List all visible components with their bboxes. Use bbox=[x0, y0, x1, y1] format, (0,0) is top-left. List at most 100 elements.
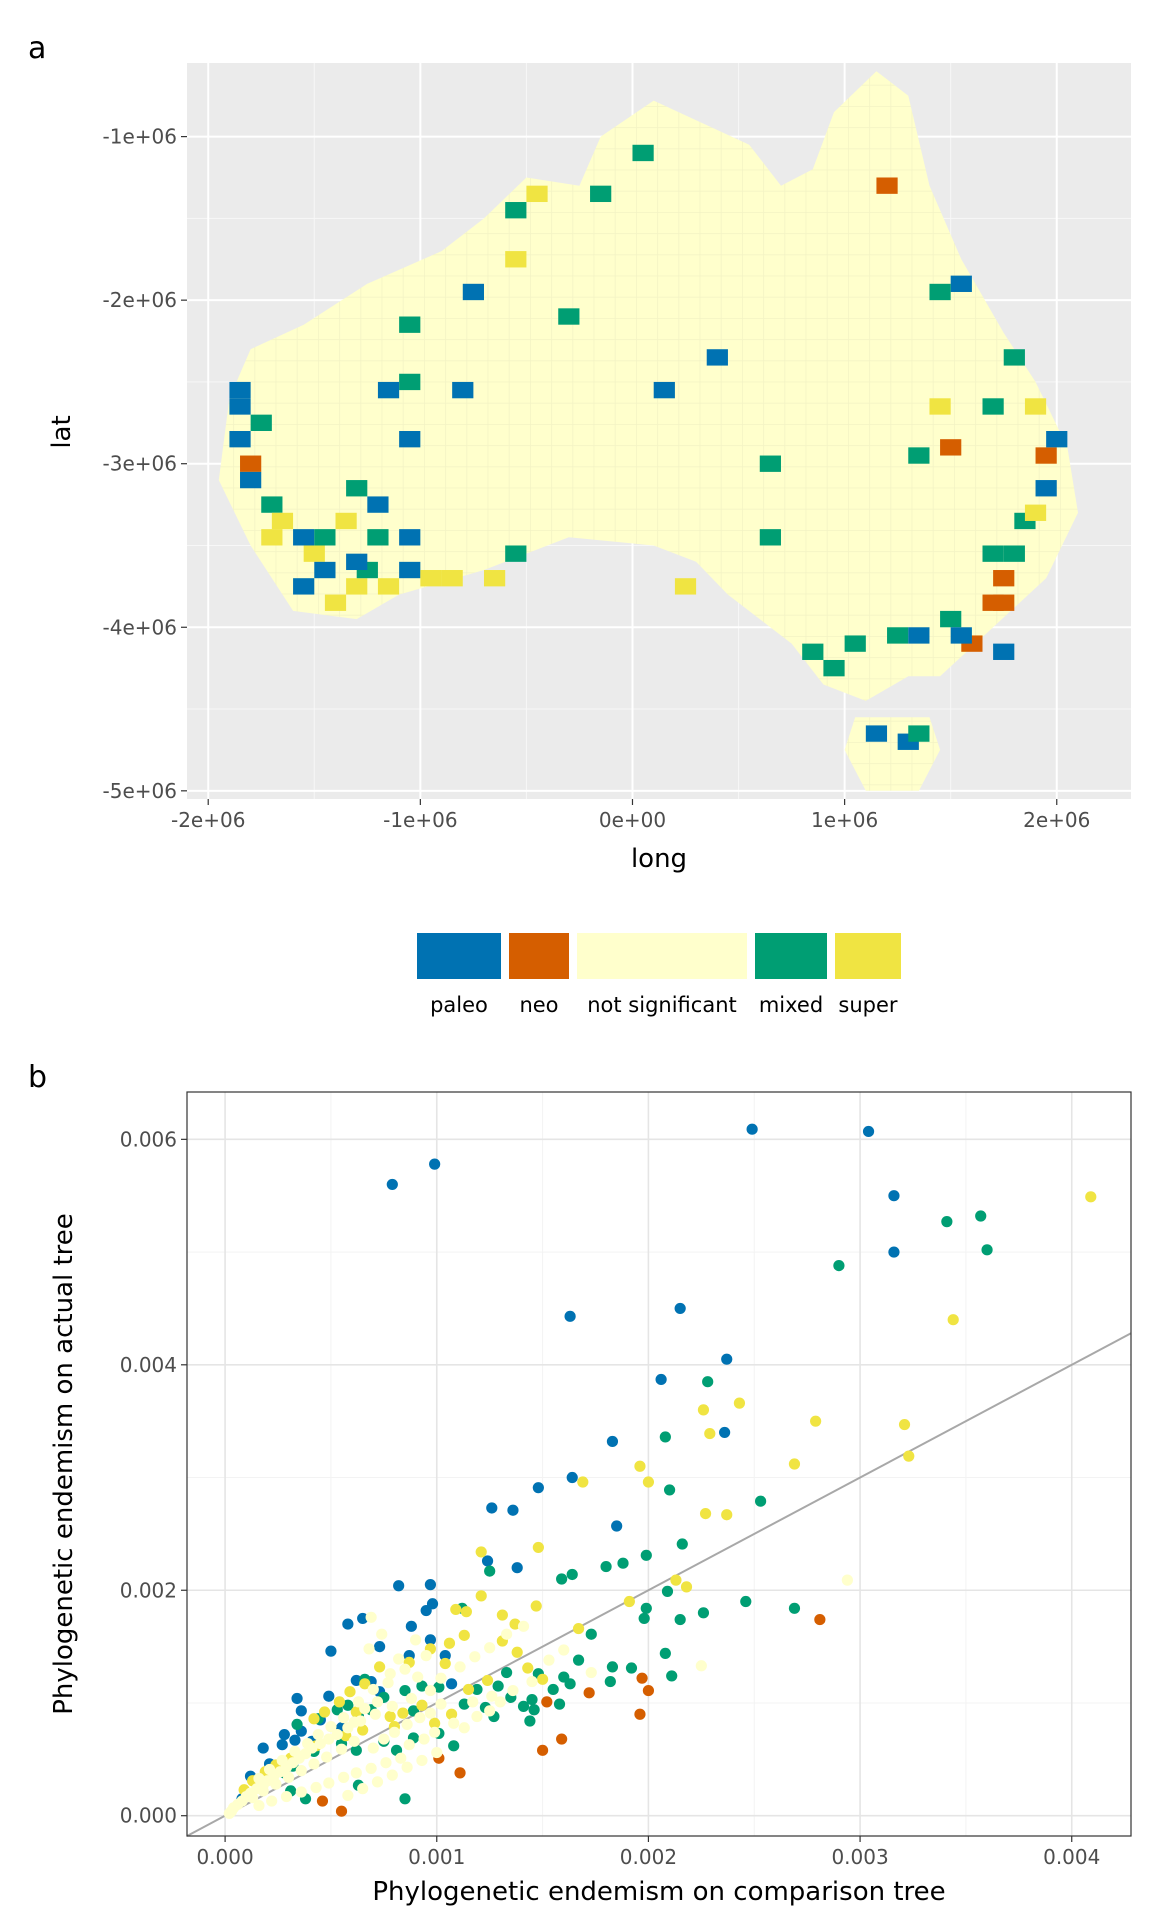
point-ns bbox=[429, 1726, 441, 1738]
point-ns bbox=[342, 1789, 354, 1802]
map-tick-label-x: -1e+06 bbox=[383, 808, 457, 832]
point-mixed bbox=[638, 1612, 650, 1625]
point-super bbox=[733, 1397, 746, 1409]
point-ns bbox=[276, 1754, 288, 1767]
point-ns bbox=[321, 1751, 333, 1763]
point-ns bbox=[420, 1650, 432, 1662]
point-paleo bbox=[295, 1705, 307, 1717]
point-ns bbox=[424, 1707, 437, 1719]
point-super bbox=[699, 1508, 712, 1520]
scatter-tick-label-y: 0.002 bbox=[120, 1578, 177, 1602]
map-cell-mixed bbox=[314, 529, 336, 546]
point-super bbox=[475, 1590, 487, 1602]
point-ns bbox=[454, 1661, 466, 1673]
map-region-not-significant bbox=[218, 71, 1079, 791]
point-super bbox=[416, 1699, 428, 1711]
map-cell-paleo bbox=[293, 529, 315, 546]
point-ns bbox=[409, 1634, 422, 1646]
map-cell-super bbox=[346, 578, 368, 595]
map-ylabel: lat bbox=[47, 415, 77, 448]
point-neo bbox=[814, 1613, 826, 1626]
map-cell-paleo bbox=[950, 627, 972, 644]
map-cell-super bbox=[324, 594, 347, 611]
map-cell-super bbox=[526, 185, 548, 203]
point-ns bbox=[369, 1708, 381, 1720]
panel-a: a -2e+06 -1e+06 0e+00 1e+06 2e+06-1e+06-2e+0… bbox=[28, 31, 1131, 1017]
point-mixed bbox=[399, 1793, 411, 1805]
map-cell-mixed bbox=[505, 545, 527, 562]
point-paleo bbox=[532, 1482, 544, 1494]
scatter-tick-label-y: 0.000 bbox=[120, 1804, 177, 1828]
point-super bbox=[634, 1460, 646, 1472]
point-paleo bbox=[291, 1692, 303, 1705]
point-paleo bbox=[564, 1310, 576, 1322]
map-significant-cells bbox=[229, 144, 1068, 750]
point-ns bbox=[352, 1696, 365, 1708]
map-cell-paleo bbox=[399, 431, 421, 448]
map-cell-paleo bbox=[240, 471, 262, 489]
map-cell-paleo bbox=[377, 381, 400, 399]
point-mixed bbox=[676, 1538, 688, 1550]
point-ns bbox=[435, 1698, 447, 1710]
point-ns bbox=[386, 1769, 398, 1781]
point-neo bbox=[583, 1687, 595, 1699]
map-cell-paleo bbox=[229, 431, 251, 448]
map-cell-paleo bbox=[1035, 480, 1057, 497]
map-cell-neo bbox=[993, 594, 1015, 611]
point-ns bbox=[388, 1726, 401, 1738]
point-ns bbox=[395, 1752, 407, 1764]
point-ns bbox=[458, 1722, 470, 1734]
point-neo bbox=[316, 1795, 329, 1807]
point-super bbox=[481, 1674, 494, 1687]
map-land-not-significant bbox=[218, 71, 1079, 791]
point-paleo bbox=[289, 1734, 301, 1746]
point-mixed bbox=[585, 1628, 597, 1640]
map-cell-paleo bbox=[462, 283, 484, 301]
point-super bbox=[623, 1595, 635, 1608]
point-ns bbox=[338, 1771, 350, 1783]
map-cell-neo bbox=[1035, 447, 1057, 464]
point-mixed bbox=[492, 1680, 504, 1692]
point-paleo bbox=[386, 1178, 398, 1191]
point-ns bbox=[471, 1710, 483, 1723]
point-paleo bbox=[405, 1620, 417, 1632]
panel-b-tag: b bbox=[28, 1060, 47, 1095]
point-paleo bbox=[420, 1604, 432, 1617]
point-paleo bbox=[486, 1502, 498, 1514]
legend-key-ns bbox=[577, 933, 747, 979]
point-ns bbox=[312, 1728, 324, 1741]
point-paleo bbox=[507, 1504, 519, 1516]
map-cell-mixed bbox=[823, 659, 845, 677]
point-ns bbox=[378, 1733, 390, 1745]
map-cell-paleo bbox=[293, 578, 315, 595]
point-ns bbox=[517, 1620, 530, 1632]
point-super bbox=[511, 1646, 523, 1658]
point-super bbox=[536, 1673, 549, 1685]
point-super bbox=[532, 1541, 544, 1554]
point-super bbox=[704, 1427, 716, 1440]
scatter-xlabel: Phylogenetic endemism on comparison tree bbox=[372, 1877, 945, 1907]
point-ns bbox=[263, 1763, 276, 1776]
map-tick-label-y: -2e+06 bbox=[103, 288, 177, 312]
point-ns bbox=[253, 1799, 265, 1812]
map-cell-paleo bbox=[1046, 431, 1068, 448]
map-cell-super bbox=[271, 512, 294, 530]
point-super bbox=[359, 1678, 371, 1690]
point-mixed bbox=[754, 1495, 767, 1507]
point-ns bbox=[295, 1765, 307, 1777]
point-paleo bbox=[424, 1634, 437, 1646]
scatter-points bbox=[223, 1123, 1097, 1820]
point-ns bbox=[376, 1628, 388, 1640]
point-super bbox=[384, 1710, 396, 1723]
map-cell-super bbox=[674, 578, 697, 595]
point-ns bbox=[484, 1642, 496, 1654]
point-ns bbox=[448, 1717, 460, 1729]
point-super bbox=[308, 1713, 320, 1725]
scatter-tick-label-x: 0.003 bbox=[831, 1845, 888, 1869]
point-super bbox=[530, 1600, 542, 1612]
map-axes: -2e+06 -1e+06 0e+00 1e+06 2e+06 -1e+06 -2e+06 -… bbox=[103, 125, 1091, 832]
point-super bbox=[374, 1661, 386, 1673]
map-cell-super bbox=[261, 529, 283, 546]
point-paleo bbox=[888, 1246, 900, 1258]
point-ns bbox=[543, 1654, 555, 1666]
